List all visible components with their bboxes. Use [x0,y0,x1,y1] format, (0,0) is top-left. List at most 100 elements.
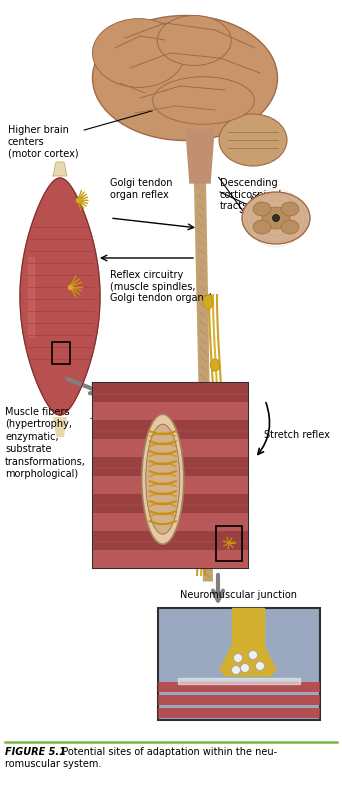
Polygon shape [196,278,208,282]
Polygon shape [196,281,208,285]
Polygon shape [199,404,210,407]
Polygon shape [201,500,212,503]
Polygon shape [203,575,213,578]
Polygon shape [195,206,207,210]
Bar [93,513,248,531]
Polygon shape [200,476,211,480]
Bar [93,383,248,568]
Polygon shape [203,578,213,581]
Polygon shape [199,425,210,428]
Circle shape [240,664,250,672]
Ellipse shape [262,207,290,229]
Polygon shape [199,413,210,417]
Polygon shape [198,347,209,350]
Polygon shape [198,350,209,353]
Ellipse shape [253,220,271,234]
Polygon shape [198,380,210,383]
Polygon shape [197,341,209,345]
Polygon shape [200,470,211,473]
Polygon shape [194,203,207,207]
Bar [158,695,320,705]
Polygon shape [200,449,211,453]
Polygon shape [200,467,211,470]
Polygon shape [196,290,208,294]
Polygon shape [197,323,209,327]
Text: Golgi tendon
organ reflex: Golgi tendon organ reflex [110,178,172,200]
Polygon shape [194,200,207,204]
Bar [93,420,248,439]
Polygon shape [196,257,207,260]
Polygon shape [199,431,210,435]
Polygon shape [197,320,209,323]
Ellipse shape [153,77,254,124]
Polygon shape [201,497,212,500]
Polygon shape [198,344,209,347]
Polygon shape [200,473,211,477]
Polygon shape [196,287,208,290]
Polygon shape [197,305,208,308]
Polygon shape [199,419,210,422]
Polygon shape [200,437,211,440]
Polygon shape [202,536,212,540]
Polygon shape [195,233,207,237]
Polygon shape [20,178,100,415]
Polygon shape [198,377,210,380]
Polygon shape [198,362,209,365]
Polygon shape [202,551,213,555]
Text: Stretch reflex: Stretch reflex [264,430,330,440]
Polygon shape [202,548,212,552]
Polygon shape [197,332,209,335]
Polygon shape [200,455,211,458]
Polygon shape [195,236,207,240]
Polygon shape [197,335,209,338]
Bar [93,383,248,402]
Polygon shape [196,266,208,270]
Bar [52,342,70,364]
Polygon shape [199,407,210,410]
Polygon shape [194,194,206,197]
Polygon shape [198,359,209,362]
Ellipse shape [146,424,180,534]
Polygon shape [195,245,207,249]
Polygon shape [196,269,208,272]
Polygon shape [196,296,208,300]
Polygon shape [197,302,208,305]
Polygon shape [199,422,210,425]
Bar [158,682,320,692]
Polygon shape [202,539,212,543]
Polygon shape [200,452,211,455]
Polygon shape [202,545,212,548]
Polygon shape [28,256,34,336]
Polygon shape [198,371,209,375]
Polygon shape [202,527,212,530]
Polygon shape [196,254,207,257]
Polygon shape [194,185,206,189]
Polygon shape [194,188,206,192]
Polygon shape [195,248,207,252]
Polygon shape [201,515,212,518]
Polygon shape [201,503,212,507]
Polygon shape [202,563,213,567]
Polygon shape [202,554,213,558]
Ellipse shape [281,220,299,234]
Polygon shape [198,386,210,390]
Circle shape [232,665,240,675]
Polygon shape [198,374,210,377]
Polygon shape [195,218,207,222]
Bar [93,457,248,476]
Polygon shape [196,263,208,267]
Polygon shape [194,182,206,185]
Polygon shape [196,272,208,275]
Polygon shape [195,209,207,212]
Text: Neuromuscular junction: Neuromuscular junction [181,590,298,600]
Polygon shape [197,329,209,332]
Bar [93,531,248,549]
Polygon shape [53,417,67,437]
Polygon shape [197,314,208,317]
Bar [158,608,320,720]
Polygon shape [202,542,212,545]
Polygon shape [201,479,211,483]
Polygon shape [202,524,212,528]
Polygon shape [202,533,212,537]
Bar [93,476,248,494]
